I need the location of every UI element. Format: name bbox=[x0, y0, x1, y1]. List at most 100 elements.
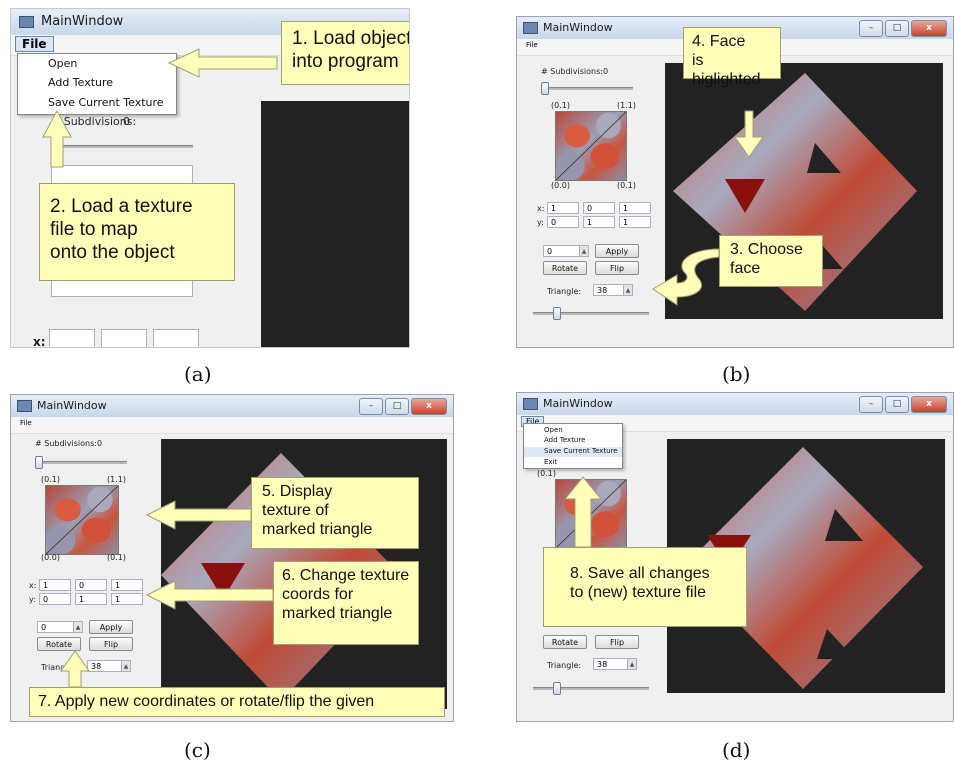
window-controls: – □ x bbox=[359, 398, 447, 415]
subdivisions-slider-track[interactable] bbox=[543, 87, 633, 90]
window-controls: – □ x bbox=[859, 20, 947, 37]
minimize-icon[interactable]: – bbox=[859, 396, 883, 413]
angle-spinbox[interactable]: 0 ▲ bbox=[37, 621, 83, 633]
texture-preview bbox=[45, 485, 119, 555]
x-field-1[interactable]: 1 bbox=[547, 202, 579, 214]
x-field-2[interactable]: 0 bbox=[583, 202, 615, 214]
angle-value: 0 bbox=[547, 247, 553, 256]
x-field-3[interactable]: 1 bbox=[619, 202, 651, 214]
subdivisions-slider-knob[interactable] bbox=[541, 82, 549, 95]
menu-save-texture[interactable]: Save Current Texture bbox=[524, 447, 622, 457]
render-viewport[interactable] bbox=[261, 101, 409, 347]
spin-arrows-icon[interactable]: ▲ bbox=[121, 661, 130, 671]
y-field-3[interactable]: 1 bbox=[619, 216, 651, 228]
callout-1: 1. Load object into program bbox=[281, 21, 410, 85]
maximize-icon[interactable]: □ bbox=[885, 396, 909, 413]
callout-1-line-1: 1. Load object bbox=[292, 28, 410, 49]
menu-file[interactable]: File bbox=[20, 419, 32, 427]
mesh-diamond bbox=[683, 447, 923, 689]
subdivisions-slider-track[interactable] bbox=[37, 461, 127, 464]
callout-3: 3. Choose face bbox=[719, 235, 823, 287]
rotate-button[interactable]: Rotate bbox=[37, 637, 81, 651]
close-icon[interactable]: x bbox=[911, 20, 947, 37]
angle-spinbox[interactable]: 0 ▲ bbox=[543, 245, 589, 257]
mesh-hole-top bbox=[825, 509, 863, 541]
menu-open[interactable]: Open bbox=[48, 57, 78, 70]
corner-tl: (0.1) bbox=[551, 101, 570, 110]
title-bar: MainWindow – □ x bbox=[11, 395, 453, 418]
triangle-slider-track[interactable] bbox=[533, 687, 649, 690]
minimize-icon[interactable]: – bbox=[859, 20, 883, 37]
callout-6-line-3: marked triangle bbox=[282, 605, 393, 623]
flip-button[interactable]: Flip bbox=[595, 261, 639, 275]
subdivisions-label: # Subdivisions: bbox=[541, 67, 603, 76]
triangle-slider-knob[interactable] bbox=[553, 682, 562, 695]
callout-5-line-3: marked triangle bbox=[262, 521, 373, 539]
triangle-label: Triangle: bbox=[547, 661, 582, 670]
y-field-2[interactable]: 1 bbox=[75, 593, 107, 605]
x-field-1[interactable] bbox=[49, 329, 95, 347]
y-field-3[interactable]: 1 bbox=[111, 593, 143, 605]
subdivisions-slider-knob[interactable] bbox=[51, 137, 61, 155]
y-field-1[interactable]: 0 bbox=[547, 216, 579, 228]
spin-arrows-icon[interactable]: ▲ bbox=[623, 285, 632, 295]
menu-save-texture[interactable]: Save Current Texture bbox=[48, 96, 164, 109]
window-title: MainWindow bbox=[543, 21, 613, 34]
menu-exit[interactable]: Exit bbox=[544, 458, 558, 466]
apply-button[interactable]: Apply bbox=[89, 620, 133, 634]
triangle-label: Triangle: bbox=[547, 287, 582, 296]
caption-d: (d) bbox=[722, 738, 751, 762]
corner-bl: (0.0) bbox=[551, 181, 570, 190]
rotate-button[interactable]: Rotate bbox=[543, 635, 587, 649]
x-field-2[interactable] bbox=[101, 329, 147, 347]
spin-arrows-icon[interactable]: ▲ bbox=[579, 246, 588, 256]
caption-c: (c) bbox=[184, 738, 211, 762]
triangle-spinbox[interactable]: 38 ▲ bbox=[593, 658, 637, 670]
menu-open[interactable]: Open bbox=[544, 426, 563, 434]
menu-add-texture[interactable]: Add Texture bbox=[544, 436, 586, 444]
spin-arrows-icon[interactable]: ▲ bbox=[73, 622, 82, 632]
callout-6: 6. Change texture coords for marked tria… bbox=[273, 561, 419, 645]
callout-2-line-1: 2. Load a texture bbox=[50, 196, 193, 217]
triangle-slider-knob[interactable] bbox=[553, 307, 562, 320]
callout-2: 2. Load a texture file to map onto the o… bbox=[39, 183, 235, 281]
corner-br: (0.1) bbox=[107, 553, 126, 562]
flip-button[interactable]: Flip bbox=[89, 637, 133, 651]
x-field-3[interactable]: 1 bbox=[111, 579, 143, 591]
corner-bl: (0.0) bbox=[41, 553, 60, 562]
close-icon[interactable]: x bbox=[911, 396, 947, 413]
x-field-2[interactable]: 0 bbox=[75, 579, 107, 591]
rotate-button[interactable]: Rotate bbox=[543, 261, 587, 275]
window-controls: – □ x bbox=[859, 396, 947, 413]
callout-8: 8. Save all changes to (new) texture fil… bbox=[543, 547, 747, 627]
maximize-icon[interactable]: □ bbox=[385, 398, 409, 415]
triangle-slider-track[interactable] bbox=[533, 312, 649, 315]
flip-button[interactable]: Flip bbox=[595, 635, 639, 649]
apply-button[interactable]: Apply bbox=[595, 244, 639, 258]
minimize-icon[interactable]: – bbox=[359, 398, 383, 415]
panel-a: MainWindow File # Subdivisions: 0 x: Ope… bbox=[10, 8, 410, 348]
close-icon[interactable]: x bbox=[411, 398, 447, 415]
menu-file[interactable]: File bbox=[15, 36, 54, 52]
callout-6-line-1: 6. Change texture bbox=[282, 567, 410, 584]
x-field-3[interactable] bbox=[153, 329, 199, 347]
triangle-spinbox[interactable]: 38 ▲ bbox=[87, 660, 131, 672]
x-label: x: bbox=[33, 335, 46, 348]
triangle-label: Triangle: bbox=[41, 663, 76, 672]
spin-arrows-icon[interactable]: ▲ bbox=[627, 659, 636, 669]
subdivisions-value: 0 bbox=[603, 67, 609, 76]
callout-3-line-1: 3. Choose bbox=[730, 241, 803, 258]
maximize-icon[interactable]: □ bbox=[885, 20, 909, 37]
y-field-1[interactable]: 0 bbox=[39, 593, 71, 605]
y-field-2[interactable]: 1 bbox=[583, 216, 615, 228]
menu-file[interactable]: File bbox=[526, 41, 538, 49]
subdivisions-slider-knob[interactable] bbox=[35, 456, 43, 469]
x-field-1[interactable]: 1 bbox=[39, 579, 71, 591]
triangle-spinbox[interactable]: 38 ▲ bbox=[593, 284, 633, 296]
mesh-hole-bottom bbox=[817, 629, 855, 659]
corner-tl: (0.1) bbox=[41, 475, 60, 484]
angle-value: 0 bbox=[41, 623, 47, 632]
corner-tr: (1.1) bbox=[107, 475, 126, 484]
subdivisions-slider-track[interactable] bbox=[53, 145, 193, 148]
menu-add-texture[interactable]: Add Texture bbox=[48, 76, 114, 89]
